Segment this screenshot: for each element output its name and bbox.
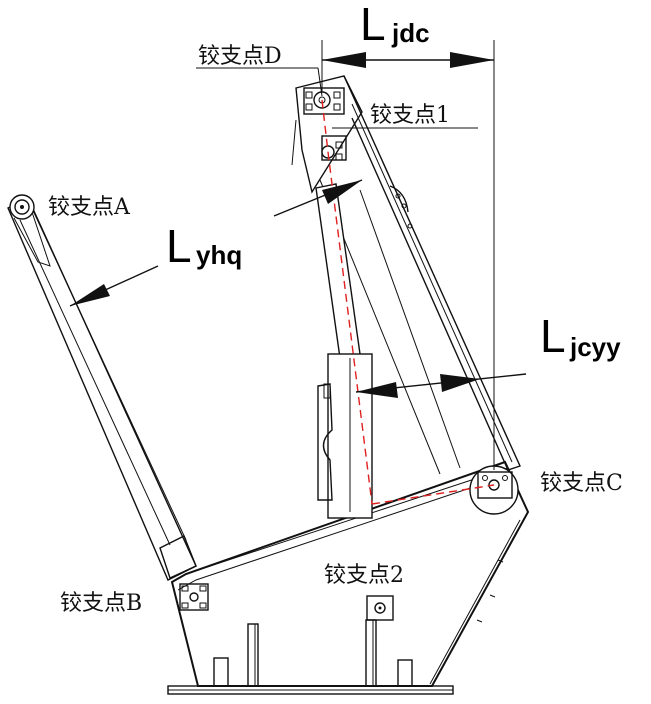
base-frame [167,460,530,695]
ljcyy-label-sub: jcyy [569,332,621,362]
pivot-a-label: 铰支点A [48,195,131,220]
pivot-2-label: 铰支点2 [324,563,404,588]
reference-lines [321,99,495,505]
dimension-lyhq [69,179,363,307]
pivot-1-label: 铰支点1 [370,103,450,128]
pivot-d-leader-tick [317,67,323,97]
pivot-b-bracket [179,583,209,611]
lyhq-label-main: L [166,220,192,272]
central-boom [291,75,521,475]
ljcyy-label-main: L [540,310,566,362]
dimension-ljdc [321,40,495,470]
dimension-ljcyy [355,373,527,398]
hydraulic-cylinder [315,183,373,519]
pivot-d-label: 铰支点D [198,44,282,69]
lyhq-label-sub: yhq [196,240,242,270]
ljdc-label-sub: jdc [391,18,430,48]
pivot-b-label: 铰支点B [60,591,142,616]
left-arm [7,194,197,581]
ljdc-label-main: L [360,0,386,50]
pivot-c-label: 铰支点C [540,471,623,496]
pivot-2-bracket [366,595,394,621]
pivot-c-wheel [469,465,519,515]
